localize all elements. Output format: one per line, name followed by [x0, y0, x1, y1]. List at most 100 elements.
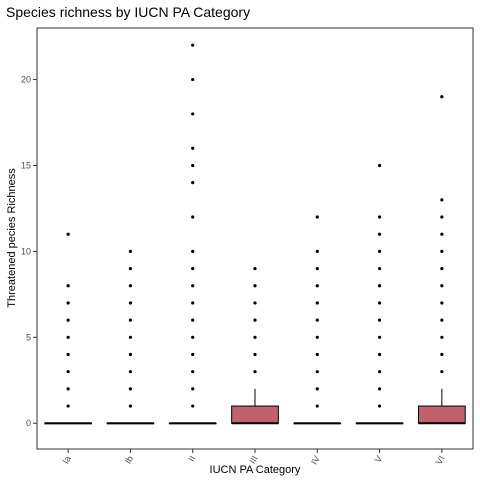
box-V	[355, 163, 404, 425]
outlier-point	[191, 181, 195, 185]
outlier-point	[315, 370, 319, 374]
outlier-point	[191, 318, 195, 322]
outlier-point	[440, 352, 444, 357]
chart-title: Species richness by IUCN PA Category	[6, 4, 250, 20]
outlier-point	[66, 370, 70, 374]
outlier-point	[440, 215, 444, 219]
outlier-point	[191, 215, 195, 219]
outlier-point	[191, 77, 195, 82]
outlier-point	[377, 352, 382, 357]
outlier-point	[191, 43, 195, 47]
x-tick-label: VI	[434, 454, 447, 466]
outlier-point	[377, 370, 382, 374]
x-tick-label: IV	[309, 454, 322, 466]
outlier-point	[315, 404, 319, 408]
box-body	[231, 405, 279, 424]
y-axis: 0 5 10 15 20	[21, 75, 37, 428]
outlier-point	[253, 370, 257, 374]
outlier-point	[440, 284, 444, 288]
outlier-point	[253, 266, 257, 271]
outlier-point	[253, 318, 257, 322]
outlier-point	[191, 301, 195, 305]
outlier-point	[315, 215, 319, 219]
y-tick-label: 10	[21, 246, 31, 256]
outlier-point	[191, 284, 195, 288]
outlier-point	[377, 163, 382, 168]
box-body	[418, 405, 466, 424]
outlier-point	[253, 284, 257, 288]
outlier-point	[377, 318, 382, 322]
outlier-point	[191, 370, 195, 374]
outlier-point	[128, 352, 133, 357]
outlier-point	[66, 387, 70, 391]
outlier-point	[66, 301, 70, 305]
outlier-point	[128, 284, 133, 288]
box-III	[231, 266, 279, 425]
outlier-point	[66, 232, 70, 236]
outlier-point	[191, 163, 195, 168]
outlier-point	[128, 370, 133, 374]
outlier-point	[315, 352, 319, 357]
outlier-point	[377, 404, 382, 408]
plot-panel	[36, 27, 474, 450]
outlier-point	[315, 335, 319, 339]
box-IV	[293, 215, 342, 425]
box-Ib	[106, 249, 155, 425]
outlier-point	[440, 249, 444, 253]
outlier-point	[191, 404, 195, 408]
x-tick-label: II	[186, 454, 197, 463]
outlier-point	[377, 249, 382, 253]
outlier-point	[377, 232, 382, 236]
y-tick-label: 20	[21, 75, 31, 85]
outlier-point	[253, 352, 257, 357]
outlier-point	[128, 387, 133, 391]
outlier-point	[128, 266, 133, 271]
x-tick-label: III	[247, 454, 259, 466]
outlier-point	[440, 318, 444, 322]
box-Ia	[44, 232, 92, 425]
outlier-point	[128, 335, 133, 339]
outlier-point	[128, 318, 133, 322]
outlier-point	[191, 146, 195, 150]
box-VI	[418, 95, 466, 425]
outlier-point	[128, 249, 133, 253]
x-tick-label: Ib	[123, 454, 135, 466]
outlier-point	[66, 335, 70, 339]
outlier-point	[66, 352, 70, 357]
outlier-point	[315, 387, 319, 391]
outlier-point	[440, 266, 444, 271]
outlier-point	[315, 301, 319, 305]
outlier-point	[440, 198, 444, 202]
outlier-point	[440, 370, 444, 374]
outlier-point	[66, 318, 70, 322]
outlier-point	[191, 335, 195, 339]
outlier-point	[191, 249, 195, 253]
outlier-point	[128, 404, 133, 408]
outlier-point	[191, 266, 195, 271]
outlier-point	[66, 284, 70, 288]
outlier-point	[377, 301, 382, 305]
boxes-layer	[44, 43, 466, 425]
outlier-point	[377, 266, 382, 271]
outlier-point	[128, 301, 133, 305]
y-axis-title: Threatened pecies Richness	[6, 168, 18, 308]
y-tick-label: 15	[21, 160, 31, 170]
x-tick-label: Ia	[60, 454, 72, 466]
outlier-point	[191, 352, 195, 357]
outlier-point	[440, 95, 444, 99]
outlier-point	[377, 284, 382, 288]
outlier-point	[253, 301, 257, 305]
x-tick-label: V	[373, 454, 385, 464]
outlier-point	[377, 387, 382, 391]
outlier-point	[440, 335, 444, 339]
outlier-point	[66, 404, 70, 408]
outlier-point	[191, 112, 195, 116]
y-tick-label: 5	[26, 332, 31, 342]
outlier-point	[315, 284, 319, 288]
x-axis: Ia Ib II III IV V VI	[60, 449, 447, 466]
x-axis-title: IUCN PA Category	[210, 464, 301, 476]
outlier-point	[315, 249, 319, 253]
outlier-point	[440, 301, 444, 305]
outlier-point	[377, 215, 382, 219]
